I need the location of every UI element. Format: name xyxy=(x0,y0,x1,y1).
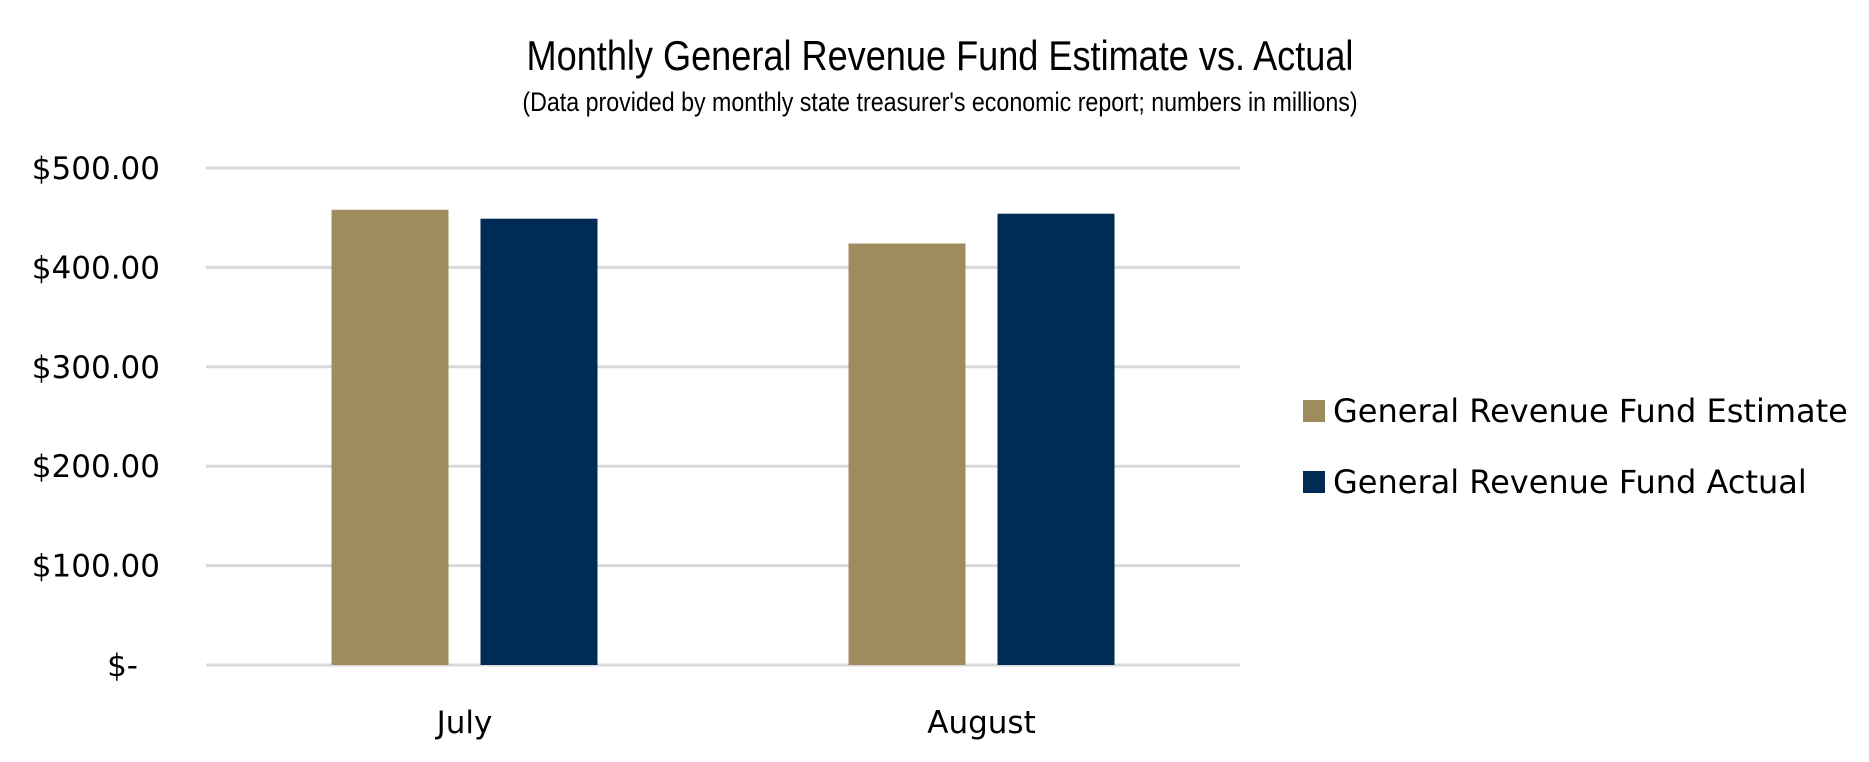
bar-august-estimate xyxy=(848,243,966,665)
x-category-label: July xyxy=(435,705,493,741)
chart-title: Monthly General Revenue Fund Estimate vs… xyxy=(527,34,1354,80)
bar-august-actual xyxy=(997,213,1115,665)
legend-swatch xyxy=(1303,400,1325,422)
y-tick-label: $- xyxy=(107,648,138,684)
y-tick-label: $200.00 xyxy=(32,449,160,485)
y-tick-label: $300.00 xyxy=(32,350,160,386)
y-tick-label: $100.00 xyxy=(32,549,160,585)
legend-label: General Revenue Fund Actual xyxy=(1333,463,1807,501)
legend-label: General Revenue Fund Estimate xyxy=(1333,392,1848,430)
bar-july-estimate xyxy=(331,209,449,666)
legend-swatch xyxy=(1303,471,1325,493)
bar-july-actual xyxy=(480,218,598,665)
y-tick-label: $400.00 xyxy=(32,250,160,286)
y-tick-label: $500.00 xyxy=(32,151,160,187)
x-category-label: August xyxy=(927,705,1036,741)
chart-subtitle: (Data provided by monthly state treasure… xyxy=(522,87,1357,117)
